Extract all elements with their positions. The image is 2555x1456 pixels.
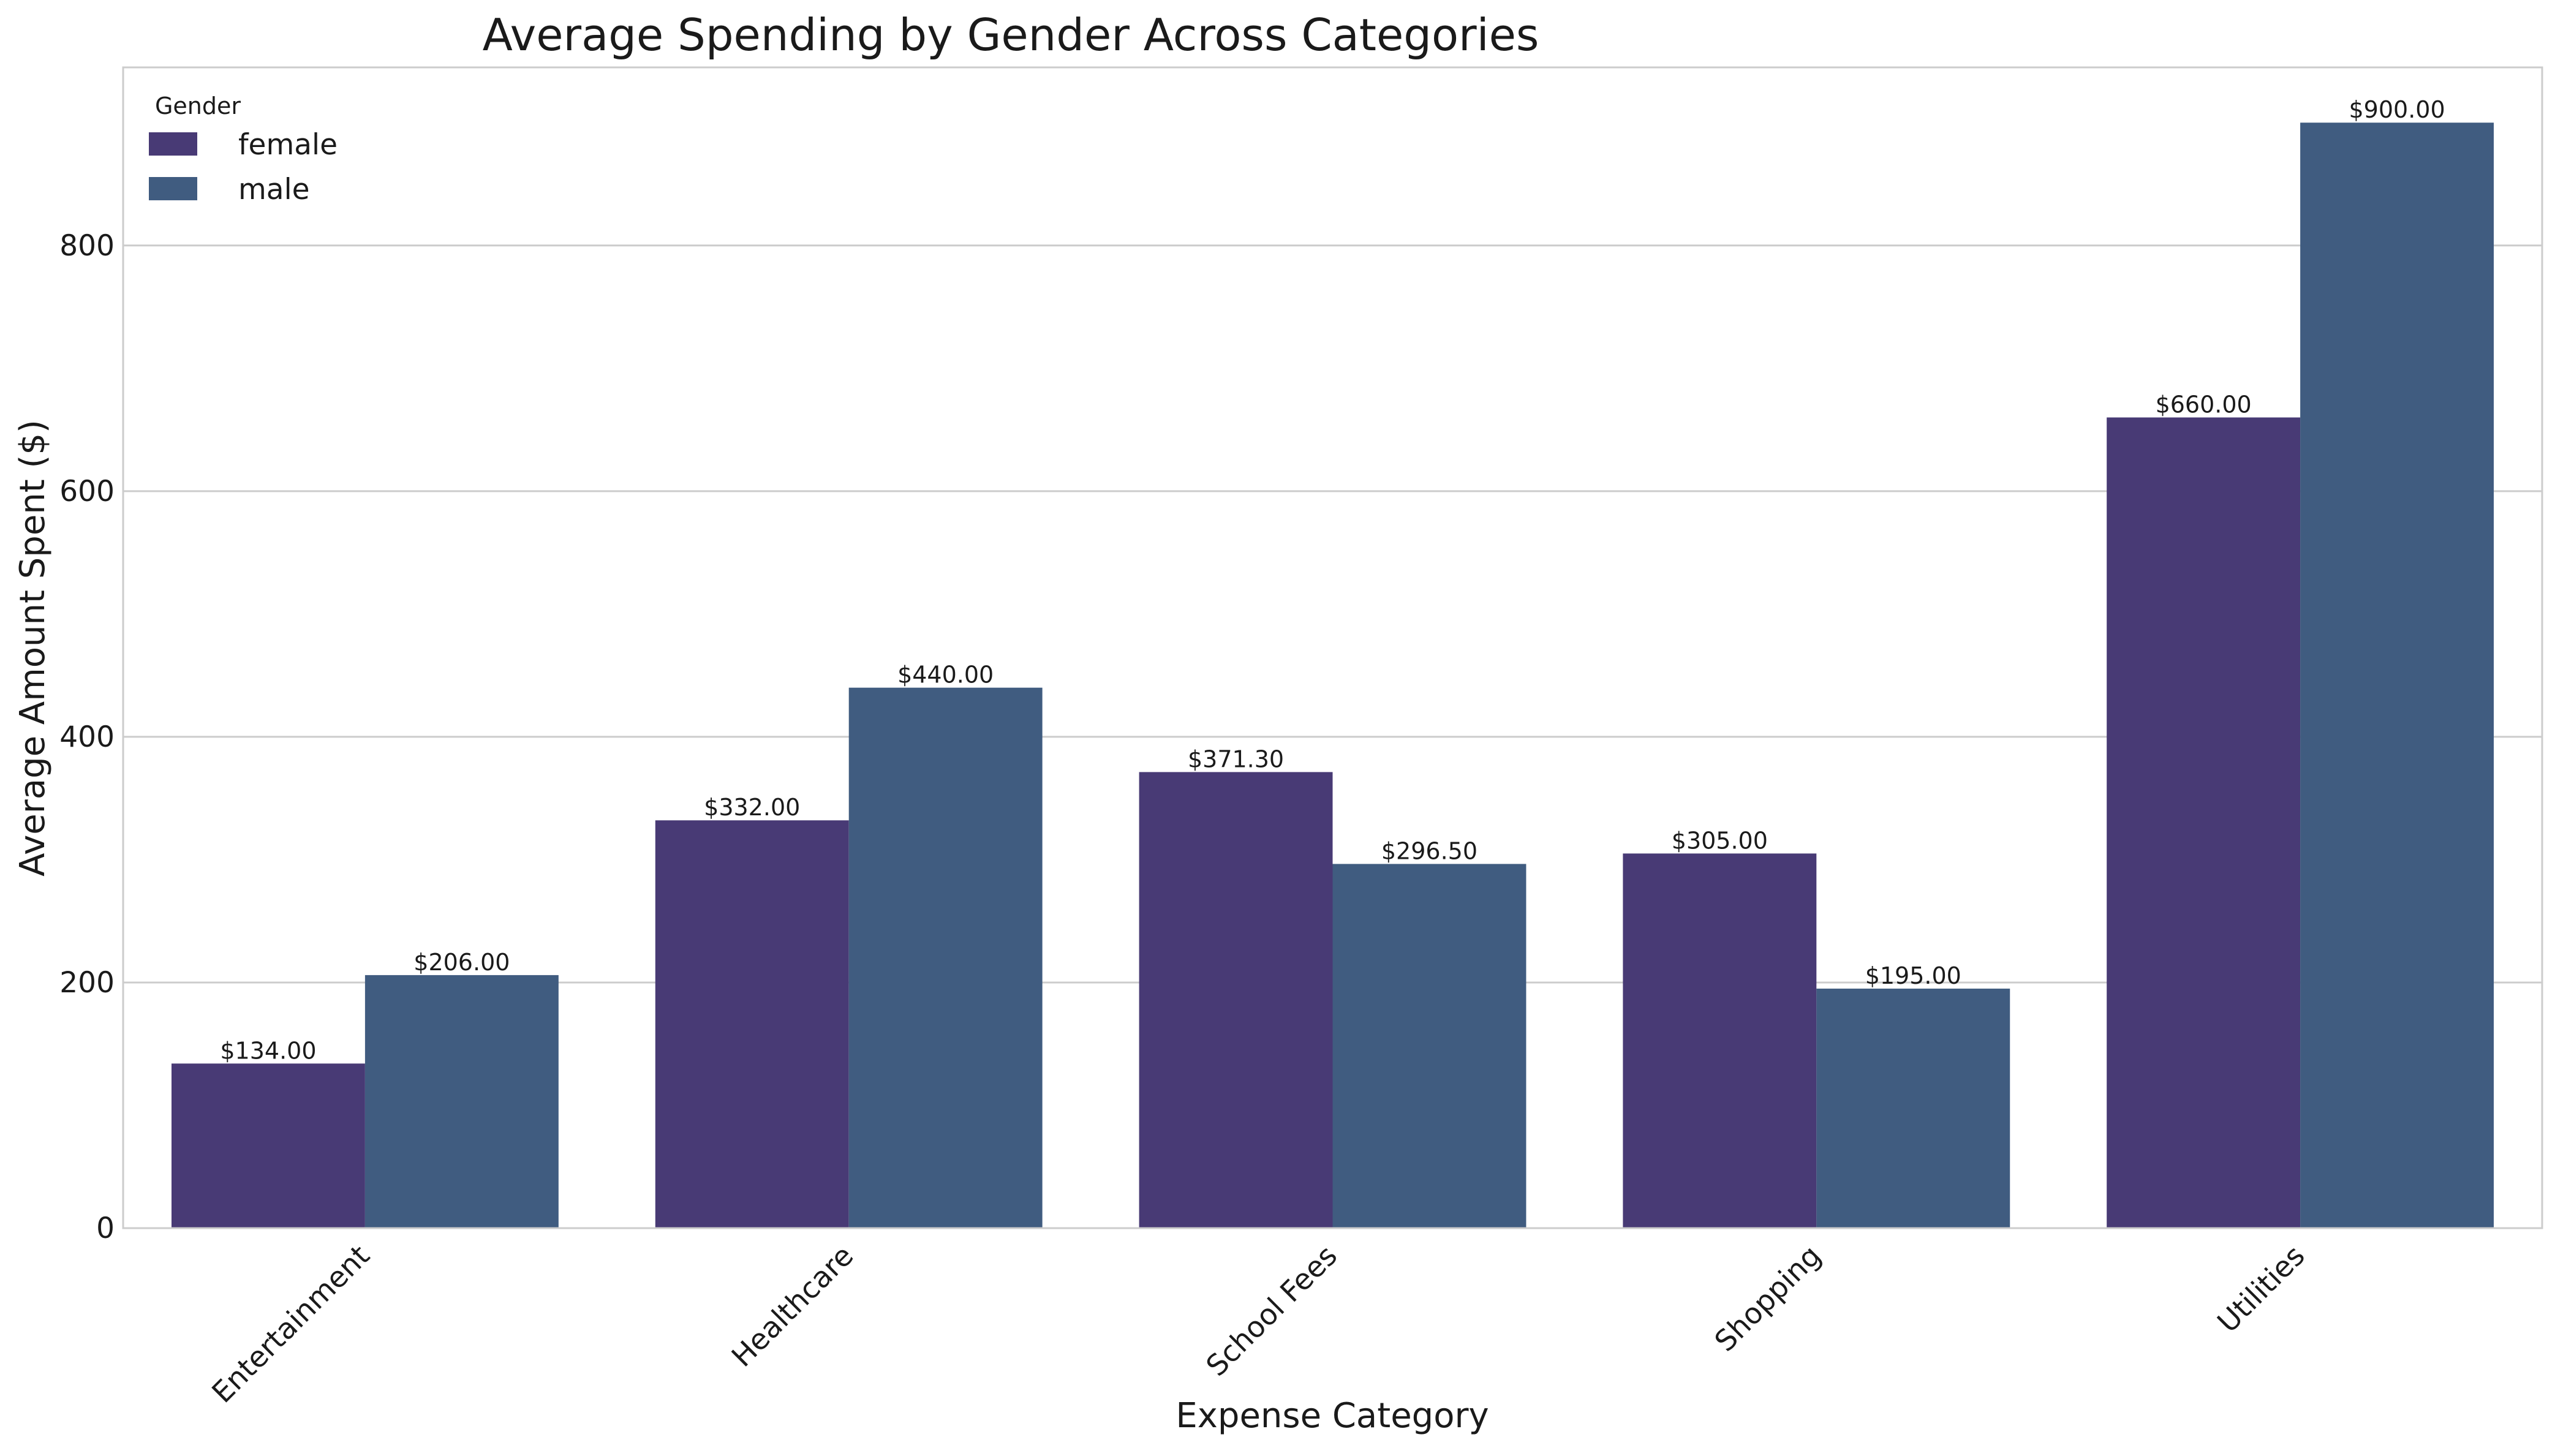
bar-value-label: $296.50	[1381, 837, 1478, 864]
bar-female-healthcare	[655, 820, 849, 1228]
bar-male-healthcare	[848, 687, 1043, 1228]
bar-value-label: $660.00	[2156, 391, 2252, 418]
legend-title: Gender	[155, 92, 241, 119]
bar-value-label: $134.00	[220, 1037, 316, 1064]
bar-female-shopping	[1623, 853, 1817, 1228]
bar-male-entertainment	[364, 975, 559, 1228]
bar-value-labels: $134.00 $332.00 $371.30 $305.00 $660.00 $206.…	[220, 96, 2445, 1064]
bar-value-label: $195.00	[1865, 962, 1961, 989]
y-axis-label: Average Amount Spent ($)	[13, 420, 53, 877]
bar-female-utilities	[2107, 417, 2301, 1228]
bar-value-label: $440.00	[897, 662, 994, 688]
plot-frame	[122, 66, 2543, 1229]
y-tick-label-200: 200	[59, 966, 115, 1000]
bar-value-label: $371.30	[1188, 745, 1284, 772]
bar-value-label: $900.00	[2349, 96, 2445, 123]
y-tick-label-400: 400	[59, 720, 115, 754]
y-tick-label-0: 0	[96, 1212, 115, 1245]
bar-female-entertainment	[171, 1063, 365, 1228]
y-tick-label-600: 600	[59, 475, 115, 508]
bar-male-utilities	[2300, 123, 2494, 1229]
bar-male-school-fees	[1332, 864, 1527, 1228]
x-axis-label: Expense Category	[1176, 1396, 1489, 1436]
y-tick-label-800: 800	[59, 229, 115, 263]
bar-value-label: $305.00	[1672, 827, 1768, 854]
bar-female-school-fees	[1139, 772, 1333, 1228]
bar-male-shopping	[1816, 988, 2010, 1228]
bar-value-label: $332.00	[704, 794, 800, 821]
legend-swatch-female	[149, 132, 197, 156]
legend-label-female: female	[238, 128, 338, 162]
bar-value-label: $206.00	[413, 949, 510, 976]
bars	[171, 123, 2494, 1229]
chart-title: Average Spending by Gender Across Catego…	[483, 9, 1539, 61]
legend: Gender female male	[149, 92, 338, 206]
y-axis-ticks: 0 200 400 600 800	[59, 229, 115, 1245]
legend-label-male: male	[238, 173, 310, 206]
legend-swatch-male	[149, 177, 197, 200]
